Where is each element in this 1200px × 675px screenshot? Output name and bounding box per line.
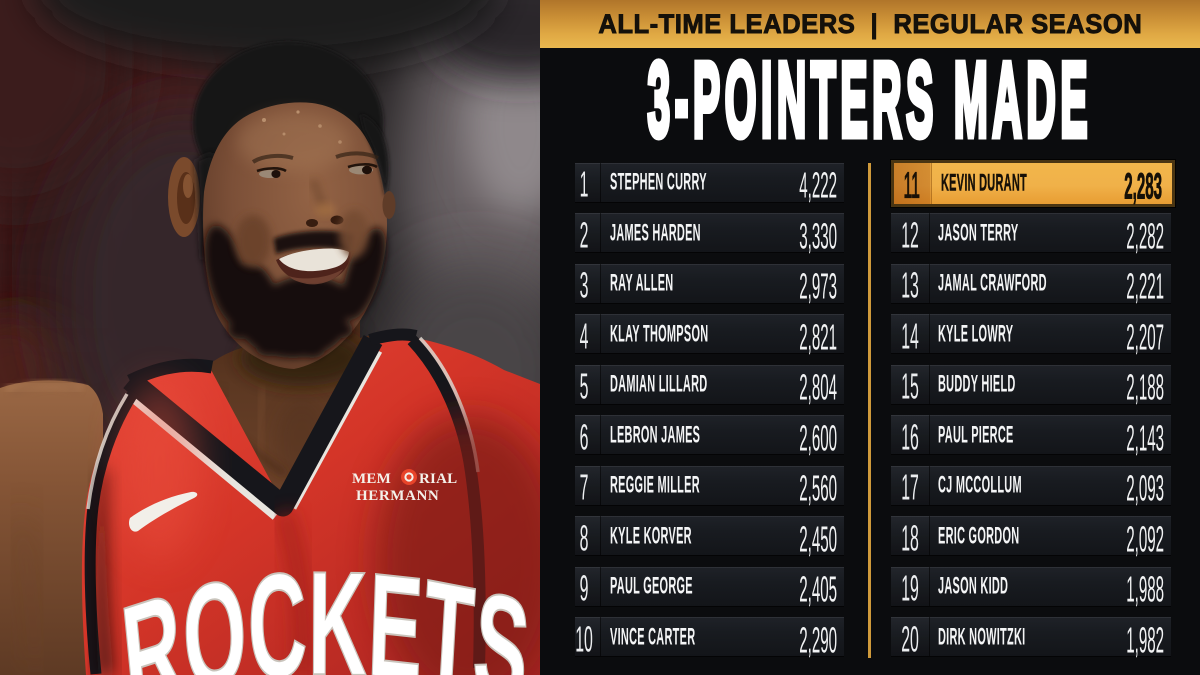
svg-text:HERMANN: HERMANN [356,488,439,504]
svg-text:RIAL: RIAL [419,471,457,487]
svg-text:MEM: MEM [352,471,391,487]
svg-text:ROCKETS: ROCKETS [116,541,535,675]
